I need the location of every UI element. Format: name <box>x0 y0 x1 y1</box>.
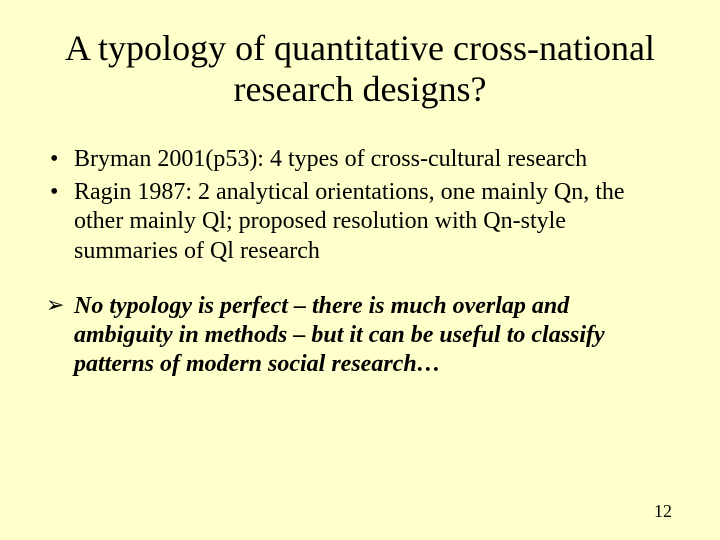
bullet-list: Bryman 2001(p53): 4 types of cross-cultu… <box>48 145 672 266</box>
list-item: Ragin 1987: 2 analytical orientations, o… <box>48 178 672 266</box>
list-item: Bryman 2001(p53): 4 types of cross-cultu… <box>48 145 672 174</box>
slide-title: A typology of quantitative cross-nationa… <box>48 28 672 111</box>
arrow-bullet-list: No typology is perfect – there is much o… <box>48 292 672 380</box>
list-item: No typology is perfect – there is much o… <box>48 292 672 380</box>
page-number: 12 <box>654 501 672 522</box>
